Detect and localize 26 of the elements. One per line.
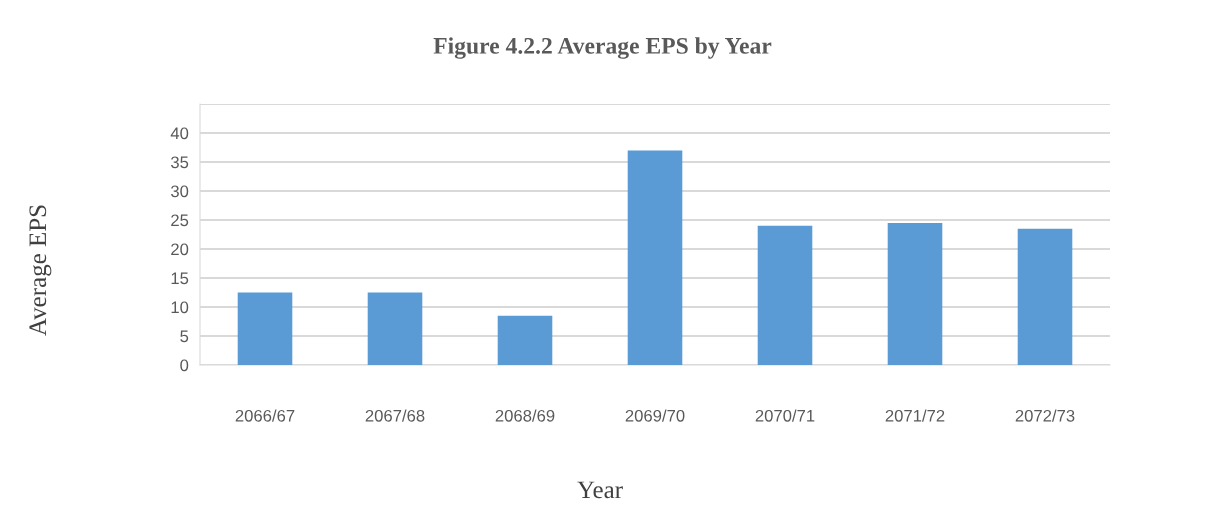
y-tick-label: 5 [180,330,189,343]
bar [1017,228,1073,365]
x-tick-label: 2072/73 [1015,409,1075,422]
x-tick-label: 2069/70 [625,409,685,422]
y-axis-title: Average EPS [29,205,52,336]
x-tick-label: 2068/69 [495,409,555,422]
x-axis-title: Year [577,481,623,499]
chart-title: Figure 4.2.2 Average EPS by Year [433,37,772,59]
y-tick-label: 10 [171,301,189,314]
y-tick-label: 15 [171,272,189,285]
y-tick-label: 40 [170,127,189,140]
x-tick-label: 2067/68 [365,409,425,422]
y-tick-label: 35 [170,156,189,169]
y-tick-label: 30 [170,185,189,198]
y-tick-label: 25 [171,214,189,227]
bar [237,292,293,365]
y-tick-label: 20 [171,243,189,256]
bar [757,225,813,365]
bar [497,315,553,365]
bar [367,292,423,365]
bar [887,222,943,365]
x-tick-label: 2066/67 [235,409,295,422]
x-tick-label: 2071/72 [885,409,945,422]
y-tick-label: 0 [180,359,189,372]
bar [627,150,683,365]
x-tick-label: 2070/71 [755,409,815,422]
